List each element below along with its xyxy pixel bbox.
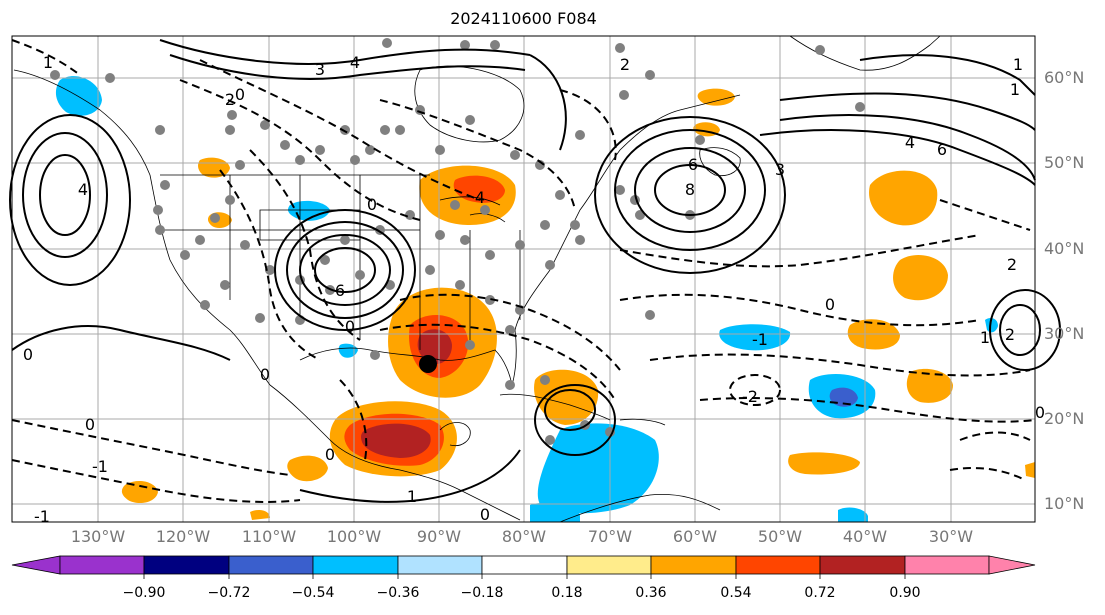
colorbar-tick: −0.54 bbox=[291, 585, 335, 601]
solid-contours bbox=[9, 39, 1061, 503]
colorbar bbox=[11, 555, 1036, 579]
svg-text:-1: -1 bbox=[34, 507, 50, 526]
svg-text:-1: -1 bbox=[752, 330, 768, 349]
svg-text:0: 0 bbox=[1035, 403, 1045, 422]
svg-text:0: 0 bbox=[367, 195, 377, 214]
lon-label-130w: 130°W bbox=[70, 527, 126, 546]
contour-labels: 1 3 4 0 0 2 4 6 6 8 4 3 2 0 1 2 0 -1 0 -… bbox=[23, 53, 1045, 526]
lat-label-30n: 30°N bbox=[1044, 324, 1085, 343]
svg-text:1: 1 bbox=[980, 328, 990, 347]
gridlines bbox=[12, 36, 1035, 522]
lon-label-50w: 50°W bbox=[757, 527, 803, 546]
lat-label-40n: 40°N bbox=[1044, 239, 1085, 258]
lat-label-50n: 50°N bbox=[1044, 153, 1085, 172]
colorbar-tick: −0.18 bbox=[460, 585, 504, 601]
coastlines bbox=[13, 35, 941, 523]
lat-label-20n: 20°N bbox=[1044, 409, 1085, 428]
lat-label-10n: 10°N bbox=[1044, 494, 1085, 513]
svg-text:2: 2 bbox=[620, 55, 630, 74]
colorbar-tick: 0.18 bbox=[551, 585, 583, 601]
lon-label-80w: 80°W bbox=[501, 527, 547, 546]
svg-text:0: 0 bbox=[325, 445, 335, 464]
lon-label-120w: 120°W bbox=[155, 527, 211, 546]
lon-label-70w: 70°W bbox=[587, 527, 633, 546]
lon-label-90w: 90°W bbox=[416, 527, 462, 546]
svg-text:0: 0 bbox=[235, 85, 245, 104]
colorbar-tick: 0.36 bbox=[635, 585, 667, 601]
colorbar-tick: −0.72 bbox=[207, 585, 251, 601]
svg-text:6: 6 bbox=[937, 140, 947, 159]
map-title: 2024110600 F084 bbox=[450, 9, 597, 28]
svg-text:4: 4 bbox=[475, 188, 485, 207]
svg-text:0: 0 bbox=[260, 365, 270, 384]
lon-label-40w: 40°W bbox=[842, 527, 888, 546]
svg-text:8: 8 bbox=[685, 180, 695, 199]
colorbar-tick: −0.36 bbox=[376, 585, 420, 601]
svg-text:4: 4 bbox=[905, 133, 915, 152]
svg-text:1: 1 bbox=[43, 53, 53, 72]
svg-text:0: 0 bbox=[825, 295, 835, 314]
svg-text:1: 1 bbox=[1013, 55, 1023, 74]
colorbar-tick: −0.90 bbox=[122, 585, 166, 601]
svg-text:6: 6 bbox=[688, 155, 698, 174]
svg-text:3: 3 bbox=[315, 60, 325, 79]
svg-text:2: 2 bbox=[225, 90, 235, 109]
colorbar-tick: 0.90 bbox=[889, 585, 921, 601]
colorbar-tick: 0.54 bbox=[720, 585, 752, 601]
lon-label-110w: 110°W bbox=[241, 527, 297, 546]
svg-text:6: 6 bbox=[335, 281, 345, 300]
dashed-contours bbox=[11, 39, 1036, 503]
svg-text:0: 0 bbox=[85, 415, 95, 434]
colorbar-tick: 0.72 bbox=[804, 585, 836, 601]
svg-text:4: 4 bbox=[350, 53, 360, 72]
svg-text:1: 1 bbox=[1010, 80, 1020, 99]
svg-text:0: 0 bbox=[480, 505, 490, 524]
svg-text:0: 0 bbox=[23, 345, 33, 364]
lon-label-100w: 100°W bbox=[326, 527, 382, 546]
lon-label-30w: 30°W bbox=[928, 527, 974, 546]
lon-label-60w: 60°W bbox=[672, 527, 718, 546]
svg-text:-2: -2 bbox=[742, 387, 758, 406]
storm-center-marker bbox=[419, 355, 437, 373]
lat-label-60n: 60°N bbox=[1044, 68, 1085, 87]
svg-text:0: 0 bbox=[345, 317, 355, 336]
svg-text:1: 1 bbox=[407, 487, 417, 506]
svg-text:4: 4 bbox=[78, 180, 88, 199]
svg-text:2: 2 bbox=[1005, 325, 1015, 344]
svg-text:3: 3 bbox=[775, 160, 785, 179]
svg-text:-1: -1 bbox=[92, 457, 108, 476]
svg-text:2: 2 bbox=[1007, 255, 1017, 274]
